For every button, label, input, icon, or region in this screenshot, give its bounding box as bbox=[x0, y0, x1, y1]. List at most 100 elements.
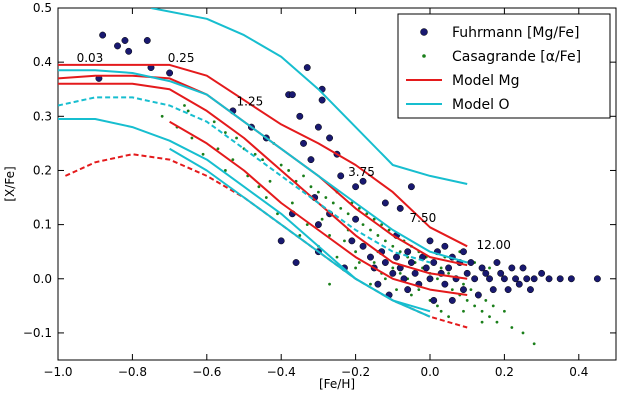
data-point bbox=[439, 309, 443, 313]
y-tick-label: 0.4 bbox=[33, 55, 52, 69]
data-point bbox=[445, 264, 453, 272]
data-point bbox=[430, 259, 438, 266]
legend-marker bbox=[420, 28, 428, 36]
model-line bbox=[58, 82, 468, 280]
data-point bbox=[287, 169, 291, 172]
data-point bbox=[462, 309, 465, 313]
data-point bbox=[99, 31, 107, 39]
series-layer bbox=[58, 8, 601, 346]
data-point bbox=[407, 259, 415, 266]
data-point bbox=[125, 47, 133, 55]
data-point bbox=[593, 275, 601, 283]
data-point bbox=[346, 212, 350, 216]
data-point bbox=[231, 158, 235, 162]
data-point bbox=[417, 288, 421, 291]
data-point bbox=[328, 282, 331, 286]
data-point bbox=[491, 304, 495, 308]
data-point bbox=[303, 64, 311, 72]
data-point bbox=[426, 237, 434, 245]
data-point bbox=[369, 228, 372, 232]
series-model-o bbox=[58, 8, 468, 318]
data-point bbox=[381, 259, 389, 266]
legend: Fuhrmann [Mg/Fe] Casagrande [α/Fe] Model M… bbox=[397, 13, 611, 119]
y-tick-label: 0.5 bbox=[33, 1, 52, 15]
data-point bbox=[309, 185, 313, 189]
data-point bbox=[361, 223, 365, 227]
data-point bbox=[484, 299, 488, 302]
data-point bbox=[276, 212, 279, 216]
data-point bbox=[352, 215, 360, 223]
data-point bbox=[288, 91, 296, 99]
data-point bbox=[395, 288, 398, 291]
legend-box bbox=[397, 13, 611, 119]
data-point bbox=[407, 183, 415, 191]
data-point bbox=[462, 282, 465, 286]
data-point bbox=[114, 42, 121, 50]
data-point bbox=[372, 261, 376, 264]
data-point bbox=[404, 286, 412, 294]
data-point bbox=[447, 315, 450, 319]
legend-label: Model Mg bbox=[452, 73, 519, 89]
data-point bbox=[495, 320, 499, 324]
data-point bbox=[357, 261, 361, 264]
data-point bbox=[302, 174, 305, 178]
data-point bbox=[430, 296, 438, 304]
data-point bbox=[190, 136, 194, 140]
data-point bbox=[489, 286, 497, 294]
data-point bbox=[478, 264, 486, 272]
data-point bbox=[398, 271, 402, 275]
data-point bbox=[480, 309, 484, 313]
data-point bbox=[279, 163, 283, 167]
annotations: 0.03 0.25 1.25 3.75 7.50 12.00 bbox=[77, 51, 511, 252]
time-annotation: 1.25 bbox=[237, 94, 264, 108]
data-point bbox=[305, 223, 309, 227]
data-point bbox=[216, 147, 220, 151]
data-point bbox=[530, 275, 538, 283]
x-tick-label: −0.4 bbox=[267, 365, 296, 379]
data-point bbox=[298, 234, 302, 237]
data-point bbox=[212, 120, 216, 124]
data-point bbox=[359, 177, 367, 185]
data-point bbox=[510, 326, 514, 329]
data-point bbox=[523, 275, 531, 283]
time-annotation: 0.03 bbox=[77, 51, 104, 65]
time-annotation: 12.00 bbox=[477, 238, 511, 252]
axis-ticks: −1.0 −0.8 −0.6 −0.4 −0.2 0.0 0.2 0.4 −0.1 0.0 0.1 0… bbox=[23, 1, 616, 379]
data-point bbox=[463, 269, 471, 277]
data-point bbox=[526, 286, 534, 294]
data-point bbox=[521, 331, 525, 335]
data-point bbox=[493, 259, 501, 266]
data-point bbox=[335, 255, 339, 259]
data-point bbox=[441, 242, 449, 250]
data-point bbox=[264, 196, 268, 199]
data-point bbox=[380, 223, 384, 227]
data-point bbox=[318, 96, 326, 104]
data-point bbox=[160, 114, 164, 118]
data-point bbox=[317, 190, 320, 194]
model-line bbox=[150, 8, 468, 185]
legend-label: Fuhrmann [Mg/Fe] bbox=[452, 25, 579, 41]
data-point bbox=[486, 275, 493, 283]
y-tick-label: −0.1 bbox=[23, 326, 52, 340]
data-point bbox=[296, 112, 304, 120]
data-point bbox=[460, 286, 467, 294]
data-point bbox=[352, 183, 360, 191]
time-annotation: 3.75 bbox=[348, 165, 375, 179]
data-point bbox=[465, 299, 469, 302]
data-point bbox=[436, 304, 439, 308]
data-point bbox=[512, 275, 520, 283]
x-tick-label: −0.6 bbox=[192, 365, 221, 379]
model-line bbox=[58, 96, 431, 264]
data-point bbox=[324, 196, 328, 199]
y-tick-label: 0.2 bbox=[33, 163, 52, 177]
data-point bbox=[447, 271, 450, 275]
data-point bbox=[482, 269, 490, 277]
data-point bbox=[383, 239, 387, 243]
data-point bbox=[224, 131, 227, 134]
y-axis-label: [X/Fe] bbox=[3, 166, 17, 201]
data-point bbox=[166, 69, 174, 77]
data-point bbox=[519, 264, 527, 272]
data-point bbox=[567, 275, 575, 283]
data-point bbox=[331, 201, 335, 205]
data-point bbox=[121, 37, 129, 44]
